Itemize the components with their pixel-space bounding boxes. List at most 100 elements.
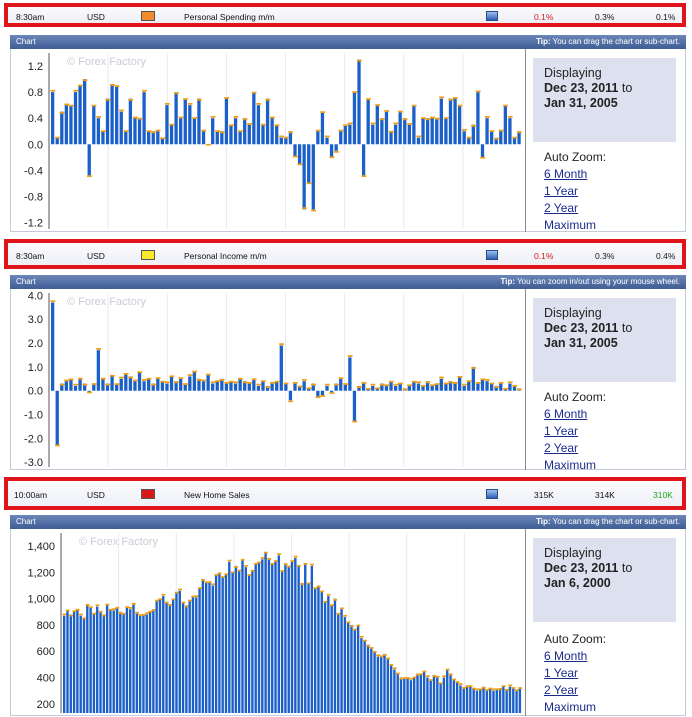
forecast-dash bbox=[329, 156, 335, 159]
zoom-6-month-link[interactable]: 6 Month bbox=[544, 167, 588, 181]
data-bar bbox=[229, 124, 233, 145]
displaying-box: Displaying Dec 23, 2011 to Jan 31, 2005 bbox=[533, 58, 676, 142]
data-bar bbox=[459, 685, 462, 713]
data-bar bbox=[264, 552, 267, 713]
data-bar bbox=[145, 614, 148, 713]
forecast-dash bbox=[326, 593, 331, 596]
zoom-1-year-link[interactable]: 1 Year bbox=[544, 184, 579, 198]
data-bar bbox=[480, 144, 485, 158]
data-bar bbox=[229, 381, 233, 391]
data-bar bbox=[503, 105, 508, 145]
zoom-maximum-link[interactable]: Maximum bbox=[544, 700, 597, 714]
forecast-dash bbox=[352, 91, 358, 93]
zoom-1-year-link[interactable]: 1 Year bbox=[544, 666, 579, 680]
event-row[interactable]: 8:30am USD Personal Spending m/m 0.1% 0.… bbox=[4, 3, 686, 27]
data-bar bbox=[82, 618, 86, 713]
zoom-6-month-link[interactable]: 6 Month bbox=[544, 407, 588, 421]
forecast-dash bbox=[91, 383, 97, 385]
event-title[interactable]: Personal Income m/m bbox=[184, 251, 267, 261]
y-tick-label: 2.0 bbox=[28, 338, 43, 350]
forecast-dash bbox=[279, 343, 284, 346]
forecast-dash bbox=[169, 375, 175, 378]
event-time: 8:30am bbox=[16, 12, 45, 22]
data-bar bbox=[252, 92, 256, 145]
data-bar bbox=[462, 131, 466, 145]
data-bar bbox=[238, 131, 242, 145]
data-bar bbox=[270, 118, 274, 145]
forecast-dash bbox=[443, 382, 449, 385]
data-bar bbox=[201, 578, 205, 713]
graph-icon[interactable] bbox=[486, 489, 498, 499]
data-bar bbox=[476, 92, 480, 145]
forecast-dash bbox=[455, 681, 460, 683]
forecast-dash bbox=[82, 79, 88, 82]
forecast-dash bbox=[233, 115, 239, 118]
forecast-dash bbox=[420, 384, 426, 387]
event-row[interactable]: 10:00am USD New Home Sales 315K 314K 310… bbox=[4, 477, 686, 510]
data-bar bbox=[482, 686, 485, 713]
data-bar bbox=[247, 124, 251, 145]
y-tick-label: 0.0 bbox=[28, 386, 43, 398]
forecast-dash bbox=[217, 572, 222, 575]
data-bar bbox=[425, 381, 430, 391]
forecast-dash bbox=[484, 115, 490, 118]
forecast-dash bbox=[75, 608, 80, 611]
forecast-dash bbox=[343, 124, 348, 127]
forecast-dash bbox=[372, 650, 377, 653]
forecast-dash bbox=[251, 378, 257, 381]
forecast-dash bbox=[96, 348, 102, 350]
forecast-dash bbox=[375, 387, 380, 390]
graph-icon[interactable] bbox=[486, 250, 498, 260]
forecast-dash bbox=[356, 59, 362, 62]
chart-area[interactable]: 1.2 0.8 0.4 0.0 -0.4 -0.8 -1.2 © Forex Factory … bbox=[10, 49, 686, 232]
displaying-label: Displaying bbox=[544, 306, 602, 320]
zoom-maximum-link[interactable]: Maximum bbox=[544, 218, 597, 232]
chart-area[interactable]: 1,400 1,200 1,000 800 600 400 200 © Forex Facto… bbox=[10, 529, 686, 716]
data-bar bbox=[471, 124, 475, 145]
forecast-dash bbox=[376, 654, 381, 657]
data-bar bbox=[142, 381, 146, 391]
forecast-dash bbox=[370, 122, 376, 125]
forecast-dash bbox=[356, 624, 361, 627]
bar-chart[interactable]: 4.0 3.0 2.0 1.0 0.0 -1.0 -2.0 -3.0 © Forex Facto… bbox=[11, 289, 525, 470]
zoom-2-year-link[interactable]: 2 Year bbox=[544, 201, 579, 215]
data-bar bbox=[348, 357, 352, 391]
data-bar bbox=[383, 653, 386, 713]
zoom-2-year-link[interactable]: 2 Year bbox=[544, 683, 579, 697]
zoom-1-year-link[interactable]: 1 Year bbox=[544, 424, 579, 438]
event-row[interactable]: 8:30am USD Personal Income m/m 0.1% 0.3%… bbox=[4, 239, 686, 269]
forecast-dash bbox=[114, 85, 120, 87]
bar-chart[interactable]: 1.2 0.8 0.4 0.0 -0.4 -0.8 -1.2 © Forex Factory bbox=[11, 49, 525, 232]
forecast-dash bbox=[164, 102, 170, 105]
bar-chart[interactable]: 1,400 1,200 1,000 800 600 400 200 © Forex Facto… bbox=[11, 529, 525, 716]
event-time: 10:00am bbox=[14, 490, 48, 500]
graph-icon[interactable] bbox=[486, 11, 498, 21]
data-bar bbox=[311, 144, 315, 210]
forecast-dash bbox=[402, 388, 408, 391]
data-bar bbox=[329, 390, 334, 394]
zoom-6-month-link[interactable]: 6 Month bbox=[544, 649, 588, 663]
forecast-dash bbox=[503, 387, 509, 390]
data-bar bbox=[51, 302, 55, 391]
data-bar bbox=[51, 92, 55, 145]
tip-text: You can drag the chart or sub-chart. bbox=[552, 37, 680, 46]
forecast-dash bbox=[422, 670, 427, 673]
forecast-dash bbox=[347, 355, 353, 357]
forecast-dash bbox=[100, 377, 106, 380]
forecast-dash bbox=[87, 391, 92, 394]
data-bar bbox=[421, 118, 425, 145]
data-bar bbox=[83, 383, 87, 391]
forecast-dash bbox=[419, 673, 424, 676]
data-bar bbox=[288, 131, 293, 145]
event-title[interactable]: Personal Spending m/m bbox=[184, 12, 275, 22]
data-bar bbox=[169, 376, 174, 391]
date-range-start: Dec 23, 2011 to bbox=[544, 81, 632, 95]
chart-area[interactable]: 4.0 3.0 2.0 1.0 0.0 -1.0 -2.0 -3.0 © Forex Facto… bbox=[10, 289, 686, 472]
forecast-dash bbox=[112, 608, 116, 611]
event-title[interactable]: New Home Sales bbox=[184, 490, 250, 500]
forecast-dash bbox=[382, 654, 387, 656]
forecast-dash bbox=[269, 116, 275, 119]
zoom-2-year-link[interactable]: 2 Year bbox=[544, 441, 579, 455]
zoom-maximum-link[interactable]: Maximum bbox=[544, 458, 597, 472]
data-bar bbox=[73, 92, 78, 145]
